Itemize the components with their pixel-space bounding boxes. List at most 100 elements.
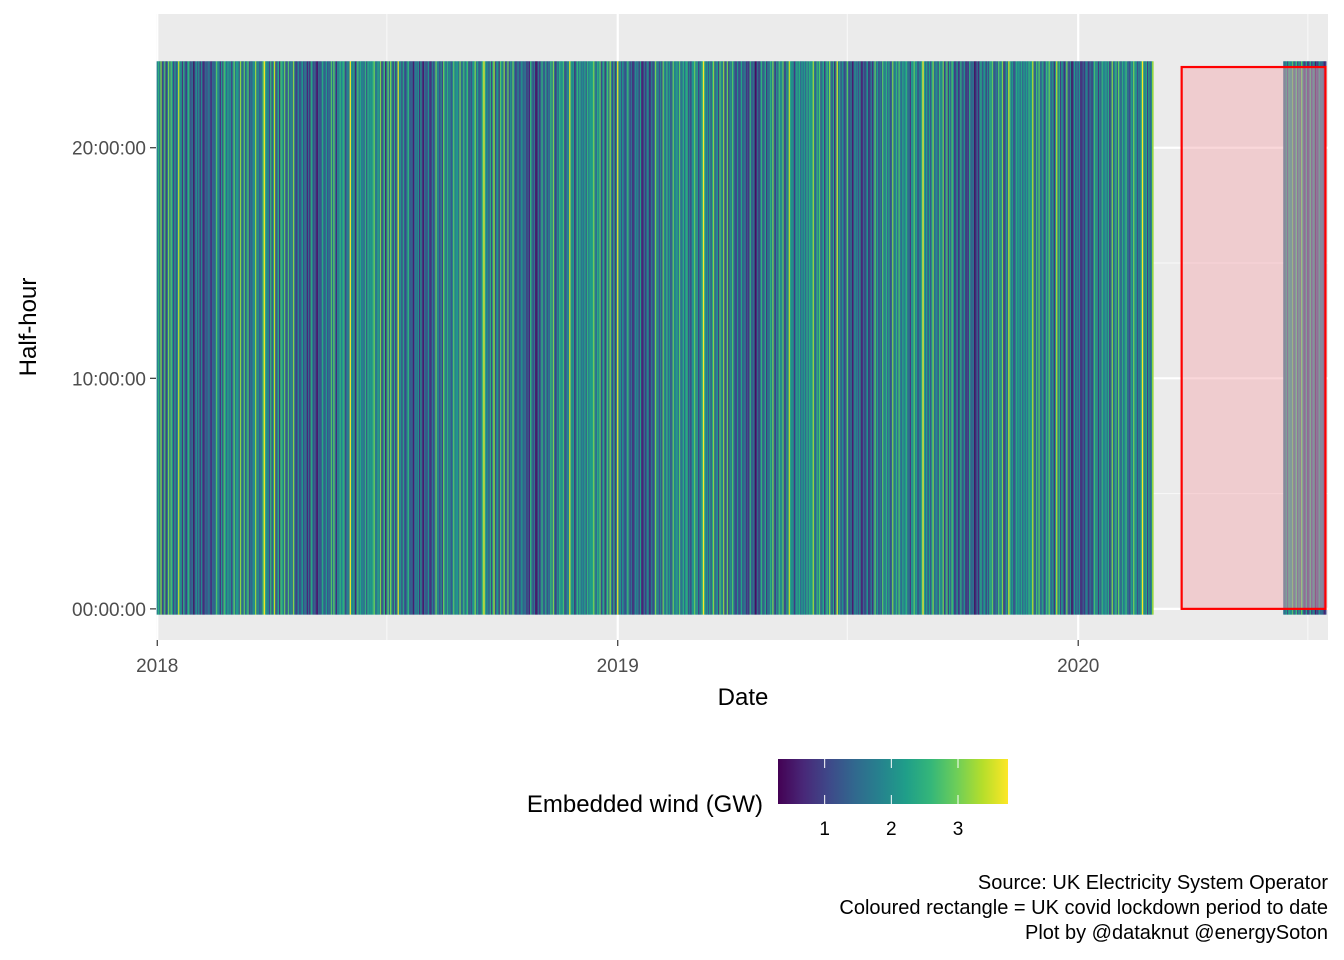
heatmap-day-column — [607, 61, 609, 615]
heatmap-day-column — [1116, 61, 1119, 615]
heatmap-day-column — [1008, 61, 1010, 615]
heatmap-day-column — [1133, 61, 1135, 615]
heatmap-day-column — [291, 61, 294, 615]
heatmap-day-column — [244, 61, 247, 615]
heatmap-day-column — [157, 61, 160, 615]
heatmap-day-column — [887, 61, 889, 615]
heatmap-day-column — [387, 61, 390, 615]
heatmap-day-column — [233, 61, 236, 615]
heatmap-day-column — [832, 61, 835, 615]
heatmap-day-column — [329, 61, 332, 615]
heatmap-day-column — [811, 61, 813, 615]
heatmap-day-column — [498, 61, 501, 615]
heatmap-day-column — [926, 61, 928, 615]
heatmap-day-column — [1138, 61, 1140, 615]
heatmap-day-column — [681, 61, 684, 615]
legend-colorbar — [778, 759, 1008, 804]
heatmap-day-column — [940, 61, 942, 615]
heatmap-day-column — [548, 61, 551, 615]
heatmap-day-column — [292, 61, 295, 615]
heatmap-day-column — [1110, 61, 1112, 615]
heatmap-day-column — [1292, 61, 1294, 615]
heatmap-day-column — [825, 61, 827, 615]
heatmap-day-column — [1066, 61, 1068, 615]
heatmap-day-column — [889, 61, 892, 615]
heatmap-day-column — [1082, 61, 1085, 615]
heatmap-day-column — [1040, 61, 1043, 615]
heatmap-day-column — [686, 61, 689, 615]
heatmap-day-column — [665, 61, 667, 615]
heatmap-day-column — [846, 61, 849, 615]
heatmap-day-column — [1075, 61, 1077, 615]
heatmap-day-column — [960, 61, 962, 615]
heatmap-day-column — [970, 61, 972, 615]
heatmap-day-column — [709, 61, 711, 615]
heatmap-day-column — [1030, 61, 1033, 615]
heatmap-day-column — [880, 61, 883, 615]
heatmap-day-column — [386, 61, 388, 615]
heatmap-day-column — [295, 61, 298, 615]
heatmap-day-column — [184, 61, 186, 615]
heatmap-day-column — [719, 61, 721, 615]
heatmap-day-column — [715, 61, 718, 615]
heatmap-day-column — [605, 61, 608, 615]
heatmap-day-column — [470, 61, 473, 615]
heatmap-day-column — [776, 61, 778, 615]
heatmap-day-column — [162, 61, 165, 615]
heatmap-day-column — [623, 61, 626, 615]
heatmap-day-column — [454, 61, 456, 615]
heatmap-day-column — [702, 61, 705, 615]
heatmap-day-column — [651, 61, 653, 615]
heatmap-day-column — [975, 61, 978, 615]
heatmap-day-column — [644, 61, 647, 615]
heatmap-day-column — [393, 61, 396, 615]
heatmap-day-column — [739, 61, 742, 615]
heatmap-day-column — [998, 61, 1000, 615]
heatmap-day-column — [972, 61, 975, 615]
heatmap-day-column — [1304, 61, 1307, 615]
heatmap-day-column — [945, 61, 947, 615]
heatmap-day-column — [738, 61, 740, 615]
heatmap-day-column — [630, 61, 633, 615]
heatmap-day-column — [1317, 61, 1319, 615]
heatmap-day-column — [1286, 61, 1289, 615]
heatmap-day-column — [197, 61, 199, 615]
heatmap-day-column — [527, 61, 530, 615]
heatmap-day-column — [506, 61, 508, 615]
heatmap-day-column — [345, 61, 348, 615]
heatmap-day-column — [1037, 61, 1039, 615]
heatmap-day-column — [912, 61, 914, 615]
heatmap-day-column — [798, 61, 801, 615]
heatmap-day-column — [362, 61, 364, 615]
heatmap-day-column — [1023, 61, 1025, 615]
heatmap-day-column — [443, 61, 445, 615]
heatmap-day-column — [355, 61, 358, 615]
heatmap-day-column — [1091, 61, 1094, 615]
heatmap-day-column — [986, 61, 989, 615]
heatmap-day-column — [165, 61, 168, 615]
heatmap-day-column — [349, 61, 352, 615]
heatmap-day-column — [1288, 61, 1290, 615]
heatmap-day-column — [916, 61, 918, 615]
heatmap-day-column — [1078, 61, 1081, 615]
heatmap-day-column — [313, 61, 315, 615]
heatmap-day-column — [257, 61, 260, 615]
heatmap-day-column — [238, 61, 241, 615]
heatmap-day-column — [1042, 61, 1044, 615]
heatmap-day-column — [183, 61, 185, 615]
heatmap-day-column — [1080, 61, 1082, 615]
heatmap-day-column — [658, 61, 661, 615]
heatmap-day-column — [956, 61, 959, 615]
heatmap-day-column — [953, 61, 956, 615]
heatmap-day-column — [994, 61, 996, 615]
heatmap-day-column — [1100, 61, 1102, 615]
heatmap-day-column — [485, 61, 488, 615]
heatmap-day-column — [408, 61, 411, 615]
heatmap-day-column — [652, 61, 655, 615]
heatmap-day-column — [301, 61, 304, 615]
heatmap-day-column — [996, 61, 999, 615]
heatmap-day-column — [728, 61, 730, 615]
heatmap-day-column — [497, 61, 499, 615]
heatmap-day-column — [1027, 61, 1029, 615]
heatmap-day-column — [749, 61, 752, 615]
